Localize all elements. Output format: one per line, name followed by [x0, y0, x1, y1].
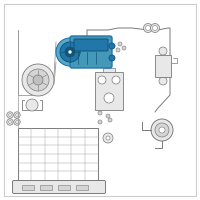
Circle shape [14, 112, 20, 118]
Circle shape [98, 111, 102, 115]
Circle shape [22, 64, 54, 96]
Circle shape [26, 99, 38, 111]
Circle shape [109, 43, 115, 49]
Circle shape [159, 47, 167, 55]
Circle shape [116, 48, 120, 52]
Circle shape [112, 76, 120, 84]
Circle shape [106, 136, 110, 140]
FancyBboxPatch shape [12, 180, 106, 194]
Bar [155, 55, 171, 77]
Circle shape [153, 25, 158, 30]
Circle shape [151, 119, 173, 141]
Bar [40, 184, 52, 190]
Circle shape [103, 133, 113, 143]
Circle shape [65, 47, 75, 57]
Circle shape [122, 46, 126, 50]
Circle shape [98, 76, 106, 84]
Bar [76, 184, 88, 190]
Circle shape [98, 120, 102, 124]
Circle shape [56, 38, 84, 66]
Circle shape [159, 77, 167, 85]
Circle shape [118, 42, 122, 46]
FancyBboxPatch shape [74, 39, 108, 51]
Circle shape [27, 69, 49, 91]
Circle shape [106, 114, 110, 118]
Bar [58, 184, 70, 190]
Circle shape [146, 25, 151, 30]
Circle shape [33, 75, 43, 85]
Circle shape [7, 112, 13, 118]
Circle shape [108, 118, 112, 122]
FancyBboxPatch shape [70, 36, 112, 68]
Bar [103, 68, 115, 72]
Circle shape [155, 123, 169, 137]
Circle shape [109, 55, 115, 61]
Circle shape [151, 23, 160, 32]
Circle shape [144, 23, 153, 32]
Circle shape [159, 127, 165, 133]
Circle shape [7, 119, 13, 125]
Bar [18, 128, 98, 180]
Circle shape [104, 93, 114, 103]
FancyBboxPatch shape [95, 72, 123, 110]
Circle shape [14, 119, 20, 125]
Circle shape [68, 50, 72, 54]
Circle shape [60, 42, 80, 62]
Bar [22, 184, 34, 190]
